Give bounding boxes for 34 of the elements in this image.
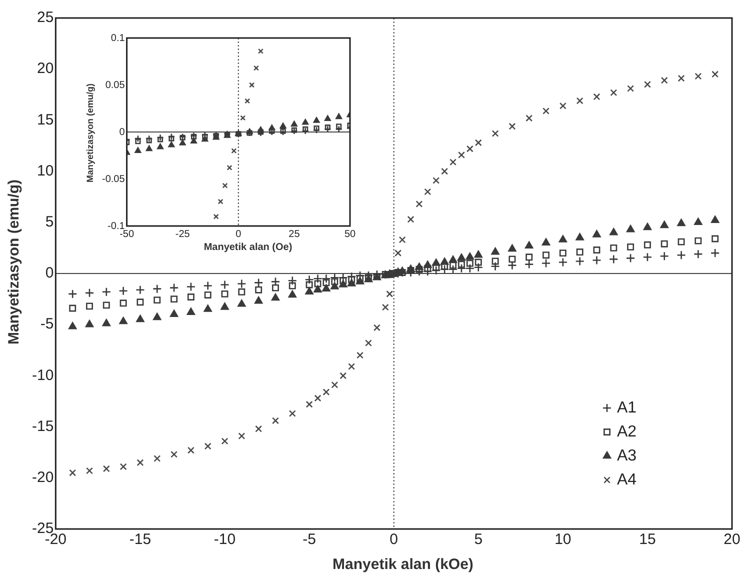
x-tick-label: -50 [120, 228, 134, 240]
legend-label: A1 [617, 399, 637, 416]
y-tick-label: -0.05 [102, 174, 126, 185]
x-axis-title: Manyetik alan (kOe) [332, 556, 474, 573]
y-axis-title: Manyetizasyon (emu/g) [85, 83, 95, 183]
x-tick-label: 10 [554, 531, 572, 548]
x-axis-title: Manyetik alan (Oe) [202, 242, 294, 253]
x-tick-label: 0 [236, 228, 242, 240]
x-tick-label: 5 [474, 531, 483, 548]
legend-label: A4 [617, 471, 637, 488]
y-tick-label: 10 [36, 162, 54, 180]
x-tick-label: 20 [724, 531, 740, 548]
y-tick-label: 0.1 [110, 32, 126, 44]
y-tick-label: -20 [32, 469, 54, 486]
y-axis-title: Manyetizasyon (emu/g) [6, 179, 22, 345]
legend-label: A2 [617, 423, 637, 440]
y-tick-label: -10 [32, 366, 54, 384]
y-tick-label: 0.05 [105, 80, 126, 91]
y-tick-label: 0 [119, 126, 126, 138]
y-tick-label: 15 [36, 111, 54, 128]
y-tick-label: 25 [36, 9, 54, 26]
y-tick-label: 20 [36, 60, 54, 78]
x-tick-label: 0 [390, 531, 398, 548]
x-tick-label: -10 [214, 531, 236, 548]
x-tick-label: -15 [129, 531, 152, 548]
y-tick-label: -5 [40, 316, 54, 333]
x-tick-label: 15 [639, 531, 656, 548]
x-tick-label: 25 [288, 228, 300, 240]
legend-label: A3 [617, 447, 637, 464]
y-tick-label: 0 [45, 264, 54, 282]
x-tick-label: -5 [302, 531, 316, 548]
x-tick-label: -25 [175, 228, 190, 240]
y-tick-label: -15 [32, 418, 54, 435]
x-tick-label: 50 [344, 228, 356, 240]
